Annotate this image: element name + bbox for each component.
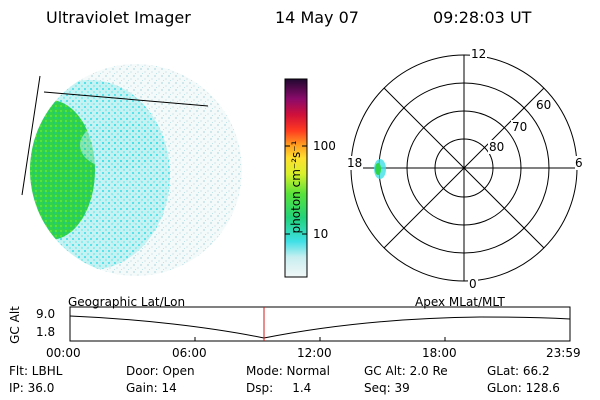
- polar-grid-plot: [350, 54, 578, 282]
- auroral-image: [21, 64, 242, 276]
- timeline-ymax: 9.0: [36, 307, 56, 321]
- info-dsp: Dsp: 1.4: [246, 381, 312, 395]
- colorbar-tick-10: 10: [313, 227, 329, 241]
- instrument-title: Ultraviolet Imager: [46, 8, 191, 27]
- timeline-tick-1200: 12:00: [297, 346, 332, 360]
- info-glon: GLon: 128.6: [487, 381, 560, 395]
- info-gc-alt: GC Alt: 2.0 Re: [364, 364, 448, 378]
- altitude-timeline: [69, 306, 571, 342]
- info-door: Door: Open: [126, 364, 195, 378]
- polar-lat-60: 60: [535, 98, 553, 112]
- colorbar: [284, 78, 308, 278]
- info-ip: IP: 36.0: [9, 381, 55, 395]
- polar-lat-70: 70: [511, 120, 529, 134]
- timeline-tick-0000: 00:00: [46, 346, 81, 360]
- timeline-tick-0600: 06:00: [172, 346, 207, 360]
- polar-lat-80: 80: [488, 140, 506, 154]
- info-glat: GLat: 66.2: [487, 364, 550, 378]
- colorbar-tick-100: 100: [313, 139, 336, 153]
- colorbar-unit-label: photon cm⁻²s⁻¹: [289, 140, 303, 234]
- timeline-ymin: 1.8: [36, 325, 56, 339]
- timeline-axis-name: GC Alt: [7, 306, 22, 344]
- observation-time: 09:28:03 UT: [433, 8, 532, 27]
- timeline-tick-1800: 18:00: [422, 346, 457, 360]
- info-gain: Gain: 14: [126, 381, 177, 395]
- info-filter: Flt: LBHL: [9, 364, 63, 378]
- polar-label-6: 6: [575, 156, 583, 170]
- timeline-tick-2359: 23:59: [546, 346, 581, 360]
- timeline-right-title: Apex MLat/MLT: [415, 295, 505, 309]
- polar-label-0: 0: [468, 277, 478, 291]
- polar-label-18: 18: [346, 156, 364, 170]
- observation-date: 14 May 07: [275, 8, 359, 27]
- info-mode: Mode: Normal: [246, 364, 330, 378]
- polar-label-12: 12: [470, 47, 488, 61]
- info-seq: Seq: 39: [364, 381, 410, 395]
- timeline-left-title: Geographic Lat/Lon: [68, 295, 186, 309]
